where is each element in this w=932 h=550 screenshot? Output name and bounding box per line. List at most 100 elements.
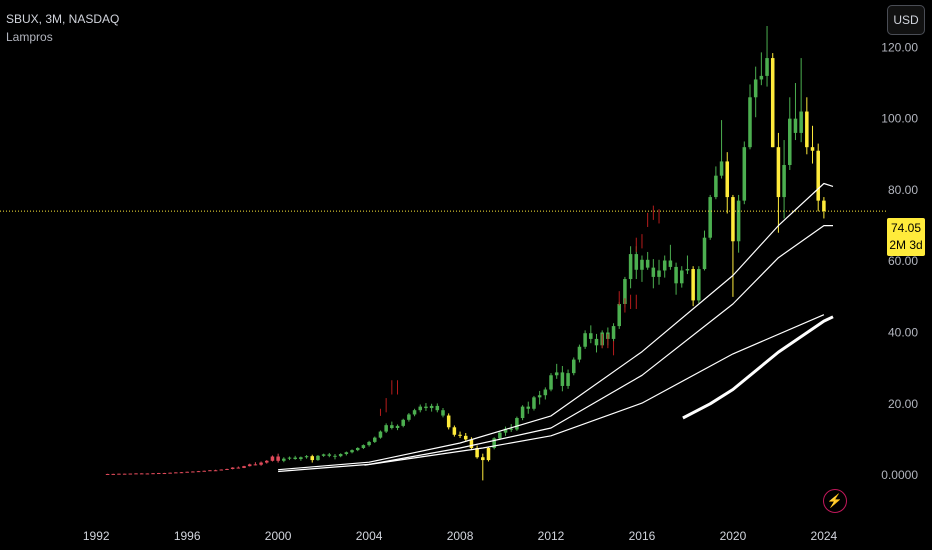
candle bbox=[765, 26, 769, 87]
candle bbox=[731, 194, 735, 297]
candle bbox=[156, 472, 161, 475]
candle-body bbox=[714, 175, 718, 198]
candle bbox=[583, 330, 587, 349]
candle bbox=[321, 453, 326, 457]
moving-average-line bbox=[364, 314, 825, 466]
candle bbox=[111, 473, 116, 475]
candle-body bbox=[276, 456, 280, 461]
x-tick-label: 2008 bbox=[447, 529, 474, 543]
candle bbox=[373, 436, 377, 443]
candle-body bbox=[247, 464, 252, 467]
candle-body bbox=[719, 161, 724, 176]
candle bbox=[617, 301, 621, 329]
candle bbox=[611, 323, 616, 342]
candle-body bbox=[390, 425, 394, 429]
candle-body bbox=[753, 79, 758, 98]
currency-button[interactable]: USD bbox=[887, 5, 925, 35]
x-axis: 1992 1996 2000 2004 2008 2012 2016 2020 2024 bbox=[83, 529, 838, 543]
candle-body bbox=[651, 267, 656, 277]
candle bbox=[452, 425, 457, 437]
candle bbox=[412, 408, 417, 417]
candle-body bbox=[282, 458, 286, 461]
candle bbox=[651, 259, 656, 289]
candle-body bbox=[748, 97, 752, 148]
candle bbox=[384, 423, 388, 433]
symbol-title[interactable]: SBUX, 3M, NASDAQ bbox=[6, 12, 120, 26]
candle-body bbox=[617, 303, 621, 327]
candle bbox=[395, 424, 400, 431]
candle bbox=[276, 453, 280, 463]
candle-body bbox=[122, 473, 127, 475]
candle-body bbox=[549, 375, 553, 390]
candle-body bbox=[253, 464, 258, 466]
candle bbox=[725, 152, 730, 214]
candle-body bbox=[543, 389, 548, 396]
candle-body bbox=[708, 197, 712, 238]
candle-body bbox=[162, 473, 167, 475]
candle-body bbox=[344, 452, 349, 455]
candle bbox=[151, 473, 155, 475]
candle-body bbox=[725, 161, 730, 198]
x-tick-label: 2020 bbox=[720, 529, 747, 543]
candle-body bbox=[202, 470, 206, 472]
candle bbox=[174, 472, 178, 474]
x-tick-label: 1992 bbox=[83, 529, 110, 543]
candle bbox=[674, 262, 678, 295]
candle-body bbox=[623, 279, 627, 304]
candle bbox=[253, 462, 258, 466]
candle bbox=[475, 445, 479, 459]
candle bbox=[702, 230, 707, 271]
candle bbox=[230, 467, 235, 470]
candle bbox=[265, 460, 269, 464]
candle bbox=[492, 437, 496, 450]
candle bbox=[378, 430, 383, 439]
candle bbox=[401, 418, 405, 428]
candle bbox=[441, 408, 445, 418]
candle-body bbox=[560, 372, 565, 386]
candle bbox=[805, 97, 809, 155]
indicator-name[interactable]: Lampros bbox=[6, 30, 53, 44]
candle bbox=[742, 141, 747, 205]
candles-layer bbox=[105, 26, 826, 481]
candle bbox=[680, 266, 684, 288]
candle bbox=[498, 430, 502, 441]
candle-body bbox=[219, 469, 224, 471]
candle bbox=[526, 401, 531, 414]
candle bbox=[799, 58, 803, 143]
candle bbox=[481, 453, 485, 481]
candle bbox=[549, 373, 553, 392]
candle-body bbox=[361, 445, 366, 448]
candle bbox=[219, 469, 224, 471]
candle-body bbox=[759, 75, 764, 80]
moving-average-line bbox=[682, 315, 834, 420]
candle-body bbox=[583, 333, 587, 347]
candle bbox=[708, 194, 712, 240]
candle-body bbox=[628, 254, 633, 280]
candle bbox=[242, 465, 246, 469]
candle-body bbox=[156, 473, 161, 475]
candle bbox=[759, 52, 764, 86]
candle-body bbox=[316, 455, 320, 461]
candle bbox=[770, 53, 775, 148]
candle bbox=[662, 255, 667, 278]
candle-body bbox=[384, 425, 388, 432]
candle bbox=[685, 255, 690, 275]
lightning-bolt-icon[interactable]: ⚡ bbox=[823, 489, 847, 513]
candle bbox=[122, 473, 127, 475]
candle-body bbox=[407, 414, 411, 420]
candle-body bbox=[805, 111, 809, 148]
candle bbox=[316, 455, 320, 461]
candle-body bbox=[441, 410, 445, 416]
candle-body bbox=[492, 438, 496, 448]
candle bbox=[594, 333, 599, 353]
candle-body bbox=[685, 269, 690, 271]
candle-body bbox=[702, 237, 707, 270]
candle-body bbox=[321, 454, 326, 456]
candle-body bbox=[509, 428, 513, 430]
candle bbox=[560, 365, 565, 392]
candle bbox=[208, 470, 212, 472]
candle bbox=[657, 259, 661, 285]
candle bbox=[259, 461, 263, 466]
candle bbox=[515, 416, 519, 431]
